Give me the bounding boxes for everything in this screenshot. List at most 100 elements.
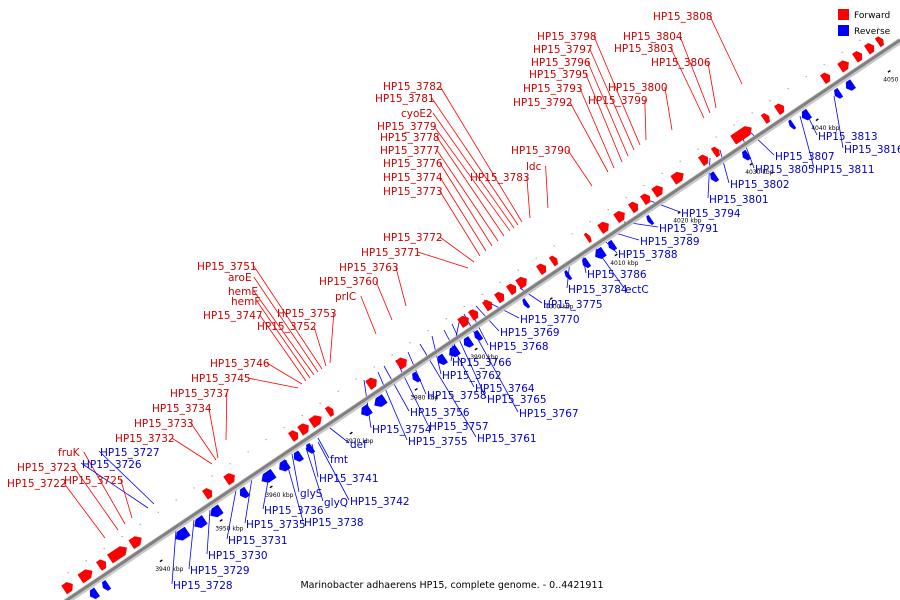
leader-line xyxy=(244,477,253,524)
forward-gene xyxy=(467,309,479,321)
minor-marker xyxy=(841,51,843,54)
legend: Forward Reverse xyxy=(838,9,891,37)
reverse-gene-label: HP15_3784 xyxy=(568,284,628,296)
leader-line xyxy=(719,149,730,184)
leader-line xyxy=(171,437,213,465)
forward-gene xyxy=(128,536,142,550)
forward-gene xyxy=(613,210,625,224)
leader-line xyxy=(407,351,427,395)
reverse-gene-label: HP15_3754 xyxy=(372,424,432,436)
genome-caption: Marinobacter adhaerens HP15, complete ge… xyxy=(300,580,603,591)
leader-line xyxy=(253,265,323,370)
reverse-gene xyxy=(210,504,224,518)
reverse-gene-label: HP15_3730 xyxy=(208,550,268,562)
reverse-gene xyxy=(522,298,531,309)
reverse-gene-label: HP15_3805 xyxy=(755,164,815,176)
leader-line xyxy=(259,314,307,382)
reverse-gene xyxy=(293,450,305,462)
reverse-gene xyxy=(449,344,461,358)
tick-mark xyxy=(269,485,273,489)
forward-gene-label: HP15_3763 xyxy=(339,262,399,274)
reverse-gene-label: ectC xyxy=(625,284,649,296)
leader-line xyxy=(431,97,519,226)
leader-line xyxy=(545,165,549,209)
minor-marker xyxy=(751,112,753,114)
forward-gene-label: HP15_3776 xyxy=(383,158,443,170)
reverse-gene-label: HP15_3757 xyxy=(429,421,489,433)
tick-marks: 3940 kbp 3950 kbp 3960 kbp 3970 kbp 3980 kbp… xyxy=(67,27,900,574)
minor-marker xyxy=(607,208,609,211)
tick-mark xyxy=(219,519,223,522)
minor-marker xyxy=(823,63,825,66)
forward-gene xyxy=(287,430,299,442)
minor-marker xyxy=(661,172,663,175)
forward-gene xyxy=(77,569,93,584)
leader-line xyxy=(317,437,330,459)
reverse-gene-label: HP15_3802 xyxy=(730,179,790,191)
minor-marker xyxy=(301,414,303,417)
minor-marker xyxy=(355,378,357,380)
forward-gene xyxy=(730,126,752,145)
leader-line xyxy=(439,85,523,223)
minor-marker xyxy=(157,511,159,514)
minor-marker xyxy=(229,463,231,465)
reverse-gene xyxy=(437,353,449,366)
reverse-gene-label: HP15_3789 xyxy=(640,236,700,248)
minor-marker xyxy=(247,450,249,453)
forward-gene xyxy=(493,291,505,304)
tick-label: 3980 kbp xyxy=(410,394,438,401)
forward-gene xyxy=(837,60,849,73)
leader-line xyxy=(579,87,615,169)
forward-gene-label: fruK xyxy=(58,447,81,459)
tick-mark xyxy=(159,559,163,563)
legend-reverse-label: Reverse xyxy=(854,27,891,37)
reverse-gene-label: HP15_3769 xyxy=(500,327,560,339)
reverse-gene-label: HP15_3726 xyxy=(82,459,142,471)
tick-label: 4050 kbp xyxy=(883,76,900,83)
leader-line xyxy=(253,276,319,373)
forward-gene-label: HP15_3747 xyxy=(203,310,263,322)
leader-line xyxy=(439,176,487,252)
tick-mark xyxy=(614,253,618,257)
forward-gene xyxy=(639,193,651,206)
leader-line xyxy=(709,15,743,85)
reverse-gene-label: HP15_3813 xyxy=(818,131,878,143)
reverse-gene-label: HP15_3791 xyxy=(659,223,719,235)
reverse-gene xyxy=(646,214,655,226)
minor-marker xyxy=(211,475,213,477)
tick-label: 3960 kbp xyxy=(265,492,293,499)
leader-line xyxy=(190,422,217,461)
forward-gene xyxy=(851,51,863,63)
minor-marker xyxy=(193,487,195,489)
forward-gene xyxy=(457,315,469,329)
tick-label: 3940 kbp xyxy=(155,566,183,573)
leader-line xyxy=(439,236,475,263)
minor-marker xyxy=(139,523,141,526)
forward-gene xyxy=(95,559,107,571)
reverse-gene xyxy=(463,336,475,348)
minor-marker xyxy=(373,366,375,368)
forward-gene-label: HP15_3774 xyxy=(383,172,443,184)
reverse-gene xyxy=(788,119,797,130)
minor-marker xyxy=(103,547,105,550)
forward-gene-label: cyoE2 xyxy=(401,108,433,120)
gene-features xyxy=(61,36,884,600)
forward-gene-label: HP15_3777 xyxy=(380,145,440,157)
forward-gene xyxy=(597,221,609,234)
reverse-gene-label: HP15_3756 xyxy=(410,407,470,419)
forward-gene-label: HP15_3752 xyxy=(257,321,317,333)
reverse-gene xyxy=(564,269,573,281)
forward-gene-label: aroE xyxy=(228,272,252,284)
leader-line xyxy=(313,325,327,367)
reverse-gene-label: HP15_3775 xyxy=(543,299,603,311)
forward-gene xyxy=(760,113,770,124)
forward-gene-label: HP15_3745 xyxy=(191,373,251,385)
leader-line xyxy=(98,450,155,505)
tick-label: 3970 kbp xyxy=(345,438,373,445)
reverse-gene-label: HP15_3767 xyxy=(519,408,579,420)
forward-gene-label: HP15_3782 xyxy=(383,81,443,93)
reverse-gene-label: HP15_3761 xyxy=(477,433,537,445)
leader-line xyxy=(439,190,481,257)
minor-marker xyxy=(697,148,699,150)
minor-marker xyxy=(463,305,465,308)
